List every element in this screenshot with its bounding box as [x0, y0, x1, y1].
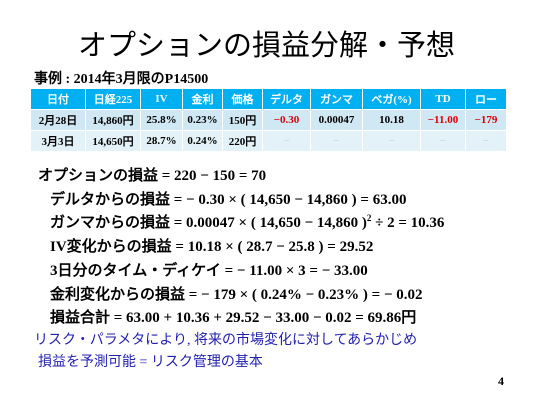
formula: 金利変化からの損益 = − 179 × ( 0.24% − 0.23% ) = … [50, 287, 423, 303]
table-cell: − [465, 130, 507, 152]
table-row: 3月3日 14,650円 28.7% 0.24% 220円 − − − − − [30, 130, 507, 152]
formula: 3日分のタイム・ディケイ = − 11.00 × 3 = − 33.00 [50, 263, 368, 279]
table-cell: 3月3日 [30, 130, 86, 152]
formula: ガンマからの損益 = 0.00047 × ( 14,650 − 14,860 )… [50, 211, 444, 232]
table-cell: 150円 [222, 109, 263, 131]
header-cell: ベガ(%) [362, 88, 421, 110]
table-cell: 0.00047 [310, 109, 363, 131]
page-number: 4 [498, 374, 504, 388]
formula: デルタからの損益 = − 0.30 × ( 14,650 − 14,860 ) … [50, 192, 407, 208]
table-cell: −179 [465, 109, 507, 131]
formula-part: ÷ 2 = 10.36 [371, 215, 445, 231]
conclusion: 損益を予測可能 = リスク管理の基本 [38, 355, 263, 370]
header-cell: 価格 [222, 88, 263, 110]
header-cell: 金利 [182, 88, 223, 110]
table-cell: − [362, 130, 421, 152]
title: オプションの損益分解・予想 [77, 30, 455, 62]
superscript: 2 [366, 213, 372, 223]
table-cell: − [420, 130, 466, 152]
table-cell: 0.24% [182, 130, 223, 152]
data-table: 日付 日経225 IV 金利 価格 デルタ ガンマ ベガ(%) TD ロー 2月28日 14,860… [30, 88, 507, 152]
table-cell: 0.23% [182, 109, 223, 131]
header-cell: ガンマ [310, 88, 363, 110]
table-cell: 14,650円 [85, 130, 141, 152]
table-cell: −0.30 [262, 109, 311, 131]
header-cell: デルタ [262, 88, 311, 110]
header-cell: IV [140, 88, 183, 110]
subtitle: 事例 : 2014年3月限のP14500 [34, 72, 209, 87]
formula: 損益合計 = 63.00 + 10.36 + 29.52 − 33.00 − 0… [50, 310, 417, 326]
formula: オプションの損益 = 220 − 150 = 70 [38, 168, 267, 184]
header-cell: 日付 [30, 88, 86, 110]
header-cell: ロー [465, 88, 507, 110]
formula: IV変化からの損益 = 10.18 × ( 28.7 − 25.8 ) = 29… [50, 239, 374, 255]
table-cell: −11.00 [420, 109, 466, 131]
table-row: 2月28日 14,860円 25.8% 0.23% 150円 −0.30 0.00047 10… [30, 109, 507, 131]
header-cell: TD [420, 88, 466, 110]
table-cell: 2月28日 [30, 109, 86, 131]
header-row: 日付 日経225 IV 金利 価格 デルタ ガンマ ベガ(%) TD ロー [30, 88, 507, 110]
table-cell: 28.7% [140, 130, 183, 152]
table-cell: 10.18 [362, 109, 421, 131]
conclusion: リスク・パラメタにより, 将来の市場変化に対してあらかじめ [34, 333, 418, 348]
table-cell: − [310, 130, 363, 152]
table-cell: 25.8% [140, 109, 183, 131]
header-cell: 日経225 [85, 88, 141, 110]
table-cell: 220円 [222, 130, 263, 152]
table-cell: 14,860円 [85, 109, 141, 131]
table-cell: − [262, 130, 311, 152]
formula-part: ガンマからの損益 = 0.00047 × ( 14,650 − 14,860 ) [50, 215, 367, 231]
